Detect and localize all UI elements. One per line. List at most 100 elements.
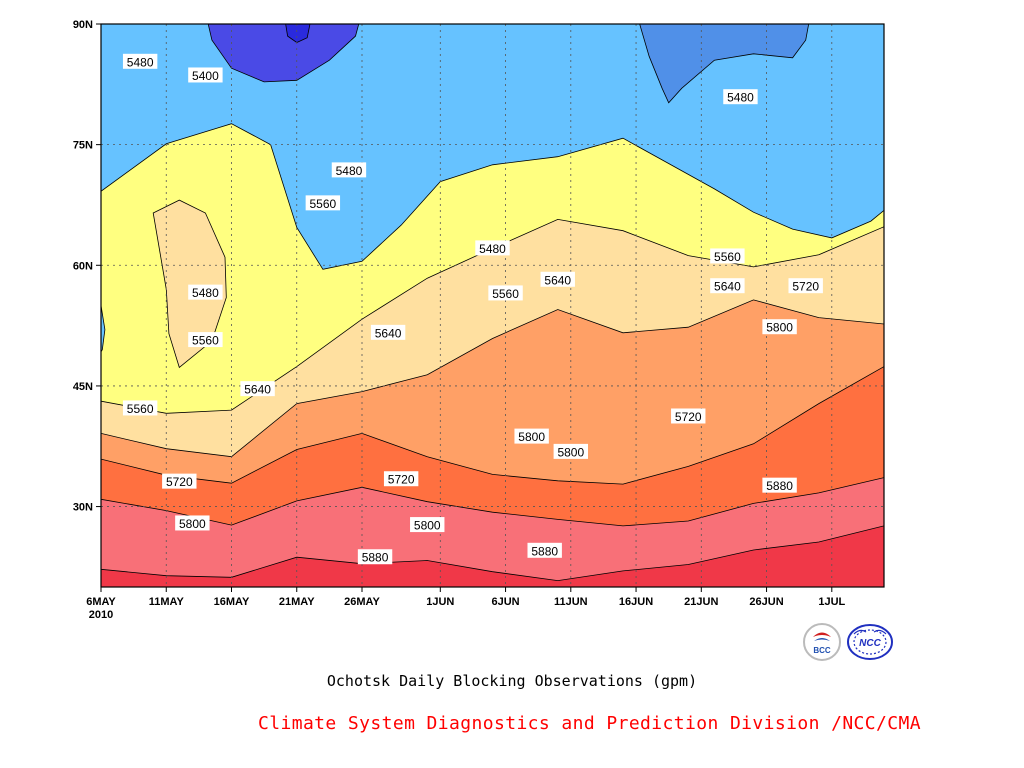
contour-label-bg xyxy=(788,278,823,294)
fill-island-5480-left xyxy=(101,305,105,352)
contour-label: 5640 xyxy=(244,383,271,397)
contour-label: 5720 xyxy=(792,280,819,294)
y-tick-label: 60N xyxy=(73,260,93,272)
axis-ticks xyxy=(96,23,833,592)
y-tick-label: 75N xyxy=(73,140,93,152)
contour-label: 5640 xyxy=(714,280,741,294)
contour-label: 5800 xyxy=(766,321,793,335)
x-tick-label: 1JUL xyxy=(818,596,845,608)
contour-line-5480 xyxy=(101,123,884,270)
contour-line-low-5480-a xyxy=(639,24,810,104)
y-tick-label: 30N xyxy=(73,502,93,514)
contour-line-5720 xyxy=(101,366,884,485)
contour-label: 5480 xyxy=(127,55,154,69)
contour-label-bg xyxy=(383,471,419,487)
contour-label: 5800 xyxy=(179,517,206,531)
contour-label-bg xyxy=(710,248,745,264)
fill-island-5640 xyxy=(153,200,227,368)
contour-label-bg xyxy=(762,319,797,335)
contour-label-bg xyxy=(188,67,223,83)
x-tick-label: 11MAY xyxy=(149,596,185,608)
contour-label-bg xyxy=(540,271,575,287)
contour-label-bg xyxy=(331,162,367,178)
contour-label: 5480 xyxy=(479,242,506,256)
contour-label: 5720 xyxy=(166,475,193,489)
plot-frame xyxy=(100,23,885,588)
contour-label: 5560 xyxy=(714,250,741,264)
y-tick-label: 45N xyxy=(73,381,93,393)
contour-line-5560 xyxy=(101,218,884,414)
contour-label-bg xyxy=(162,473,197,489)
contour-label: 5560 xyxy=(192,334,219,348)
contour-label-bg xyxy=(188,332,223,348)
contour-label-bg xyxy=(357,549,393,565)
contour-label: 5720 xyxy=(675,410,702,424)
contour-label-bg xyxy=(122,53,158,69)
fill-low-5320 xyxy=(285,24,310,43)
y-tick-label: 90N xyxy=(73,19,93,31)
contour-label-bg xyxy=(514,428,549,444)
contour-label: 5800 xyxy=(414,519,441,533)
contour-line-5880 xyxy=(101,525,884,582)
contour-labels: 5400 5480 5480 5480 5480 5480 5560 5560 5560 5560… xyxy=(122,53,823,565)
contour-line-island-5640 xyxy=(152,199,227,369)
contour-label-bg xyxy=(240,381,275,397)
x-tick-label: 21MAY xyxy=(279,596,315,608)
contour-line-low-5320 xyxy=(285,24,311,43)
grid-lines xyxy=(101,24,884,587)
contour-label: 5720 xyxy=(388,473,415,487)
contour-label-bg xyxy=(710,278,745,294)
contour-label-bg xyxy=(122,400,158,416)
contour-label: 5480 xyxy=(727,91,754,105)
fill-low-5480-b xyxy=(897,12,1015,185)
x-year-label: 2010 xyxy=(89,609,113,621)
contour-label-bg xyxy=(527,542,562,558)
fill-high-5880-peak xyxy=(969,408,1017,444)
svg-text:BCC: BCC xyxy=(813,646,831,655)
x-tick-label: 16JUN xyxy=(619,596,653,608)
x-tick-label: 26JUN xyxy=(749,596,783,608)
x-tick-label: 1JUN xyxy=(426,596,454,608)
chart-title: Ochotsk Daily Blocking Observations (gpm… xyxy=(326,672,698,690)
x-tick-label: 16MAY xyxy=(214,596,250,608)
contour-label-bg xyxy=(410,517,445,533)
contour-lines xyxy=(101,12,1015,582)
contour-line-5640 xyxy=(101,299,884,458)
x-tick-label: 21JUN xyxy=(684,596,718,608)
contour-line-island-5480-left xyxy=(101,305,106,353)
x-tick-label: 11JUN xyxy=(554,596,588,608)
contour-label-bg xyxy=(305,195,341,211)
contour-label: 5480 xyxy=(336,164,363,178)
contour-label: 5480 xyxy=(192,286,219,300)
x-tick-label: 6JUN xyxy=(491,596,519,608)
contour-label-bg xyxy=(370,324,406,340)
contour-label-bg xyxy=(671,408,706,424)
contour-label: 5560 xyxy=(309,197,336,211)
svg-text:NCC: NCC xyxy=(859,638,881,649)
contour-label-bg xyxy=(553,443,588,459)
contour-label: 5640 xyxy=(375,326,402,340)
fill-low-5400 xyxy=(208,24,359,82)
axis-labels: 6MAY 11MAY 16MAY 21MAY 26MAY 1JUN 6JUN 11JUN 16J… xyxy=(73,19,846,621)
contour-label: 5800 xyxy=(557,445,584,459)
contour-label: 5400 xyxy=(192,69,219,83)
contour-label: 5800 xyxy=(518,430,545,444)
contour-label-bg xyxy=(488,285,523,301)
contour-label: 5880 xyxy=(766,479,793,493)
bcc-logo: BCC xyxy=(803,623,841,661)
credit-line: Climate System Diagnostics and Predictio… xyxy=(258,713,921,734)
contour-line-low-5480-b xyxy=(897,12,1015,185)
contour-label-bg xyxy=(762,477,797,493)
ncc-logo: NCC xyxy=(847,624,893,660)
contour-label: 5880 xyxy=(362,551,389,565)
x-tick-label: 26MAY xyxy=(344,596,380,608)
contour-label-bg xyxy=(475,240,510,256)
contour-line-5800 xyxy=(101,477,884,527)
contour-label: 5560 xyxy=(127,402,154,416)
x-tick-label: 6MAY xyxy=(86,596,116,608)
contour-label: 5640 xyxy=(544,273,571,287)
contour-label-bg xyxy=(175,515,210,531)
contour-label-bg xyxy=(188,284,223,300)
contour-line-low-5400 xyxy=(207,24,360,83)
